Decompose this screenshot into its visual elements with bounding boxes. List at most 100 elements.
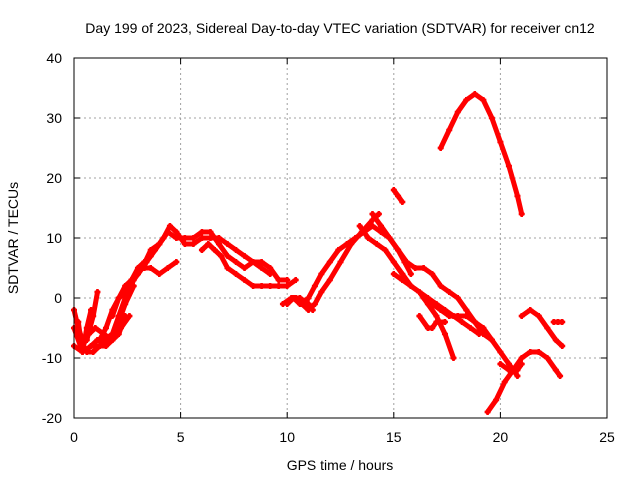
data-point xyxy=(429,325,436,331)
data-point xyxy=(275,283,282,289)
x-axis-label: GPS time / hours xyxy=(287,457,394,473)
data-point xyxy=(395,193,402,199)
data-point xyxy=(258,283,265,289)
data-point xyxy=(198,247,205,253)
y-tick-label: 0 xyxy=(54,290,62,306)
data-point xyxy=(535,313,542,319)
data-point xyxy=(505,361,512,367)
data-point xyxy=(173,259,180,265)
data-point xyxy=(505,163,512,169)
data-point xyxy=(356,223,363,229)
data-point xyxy=(441,319,448,325)
data-point xyxy=(412,265,419,271)
data-point xyxy=(407,283,414,289)
data-point xyxy=(378,223,385,229)
y-tick-label: -10 xyxy=(42,350,62,366)
data-point xyxy=(454,295,461,301)
data-point xyxy=(441,331,448,337)
data-point xyxy=(386,235,393,241)
series-sat-w xyxy=(550,319,566,325)
data-point xyxy=(501,379,508,385)
x-tick-label: 10 xyxy=(279,429,295,445)
data-point xyxy=(505,367,512,373)
series-sat-s xyxy=(390,187,406,205)
data-point xyxy=(437,283,444,289)
data-point xyxy=(365,235,372,241)
x-tick-label: 0 xyxy=(70,429,78,445)
data-point xyxy=(337,259,344,265)
data-point xyxy=(218,253,225,259)
data-point xyxy=(399,271,406,277)
data-point xyxy=(305,301,312,307)
data-point xyxy=(305,295,312,301)
data-point xyxy=(514,373,521,379)
data-point xyxy=(544,325,551,331)
data-point xyxy=(284,277,291,283)
data-point xyxy=(241,253,248,259)
data-point xyxy=(467,325,474,331)
data-point xyxy=(122,313,129,319)
data-point xyxy=(446,289,453,295)
data-point xyxy=(326,259,333,265)
data-point xyxy=(190,235,197,241)
data-point xyxy=(373,241,380,247)
series-line xyxy=(497,361,525,373)
data-point xyxy=(141,265,148,271)
data-point xyxy=(514,367,521,373)
data-point xyxy=(160,235,167,241)
data-point xyxy=(399,277,406,283)
data-point xyxy=(471,319,478,325)
y-tick-labels: -20 -10 0 10 20 30 40 xyxy=(42,50,62,426)
data-point xyxy=(215,241,222,247)
data-point xyxy=(284,283,291,289)
data-point xyxy=(348,241,355,247)
data-point xyxy=(437,307,444,313)
data-point xyxy=(205,241,212,247)
data-point xyxy=(224,241,231,247)
x-tick-label: 20 xyxy=(493,429,509,445)
data-point xyxy=(535,349,542,355)
data-point xyxy=(518,355,525,361)
data-point xyxy=(258,259,265,265)
data-point xyxy=(446,313,453,319)
data-point xyxy=(471,91,478,97)
data-point xyxy=(109,313,116,319)
data-point xyxy=(83,349,90,355)
data-point xyxy=(115,331,122,337)
chart-title: Day 199 of 2023, Sidereal Day-to-day VTE… xyxy=(85,20,595,36)
data-point xyxy=(399,199,406,205)
series-sat-j xyxy=(198,241,299,289)
x-tick-label: 5 xyxy=(177,429,185,445)
data-point xyxy=(518,211,525,217)
data-point xyxy=(233,247,240,253)
data-point xyxy=(318,289,325,295)
data-point xyxy=(369,211,376,217)
data-point xyxy=(109,337,116,343)
data-point xyxy=(416,289,423,295)
data-point xyxy=(335,247,342,253)
data-point xyxy=(497,349,504,355)
data-point xyxy=(102,343,109,349)
y-tick-label: -20 xyxy=(42,410,62,426)
data-point xyxy=(450,355,457,361)
data-point xyxy=(403,259,410,265)
data-point xyxy=(497,361,504,367)
data-point xyxy=(77,337,84,343)
y-tick-label: 10 xyxy=(46,230,62,246)
series-sat-v xyxy=(518,307,566,349)
data-point xyxy=(250,283,257,289)
data-point xyxy=(164,265,171,271)
data-point xyxy=(96,343,103,349)
x-tick-label: 25 xyxy=(599,429,615,445)
data-point xyxy=(224,265,231,271)
data-point xyxy=(429,301,436,307)
data-point xyxy=(143,259,150,265)
data-point xyxy=(433,319,440,325)
data-point xyxy=(318,271,325,277)
data-point xyxy=(559,343,566,349)
data-point xyxy=(102,325,109,331)
data-point xyxy=(296,295,303,301)
data-point xyxy=(433,313,440,319)
data-point xyxy=(267,283,274,289)
data-point xyxy=(156,271,163,277)
